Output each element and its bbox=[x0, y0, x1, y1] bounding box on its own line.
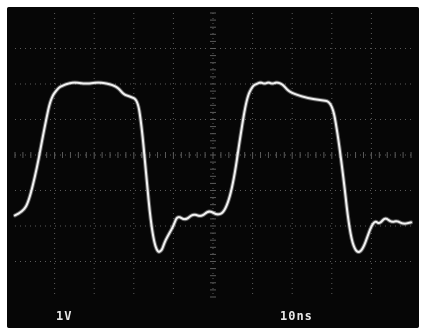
volts-per-div-readout: 1V bbox=[56, 309, 73, 323]
waveform-trace bbox=[14, 81, 412, 253]
time-per-div-readout: 10ns bbox=[280, 309, 313, 323]
oscilloscope-screen: 1V 10ns bbox=[7, 7, 419, 328]
waveform-plot bbox=[13, 12, 413, 298]
